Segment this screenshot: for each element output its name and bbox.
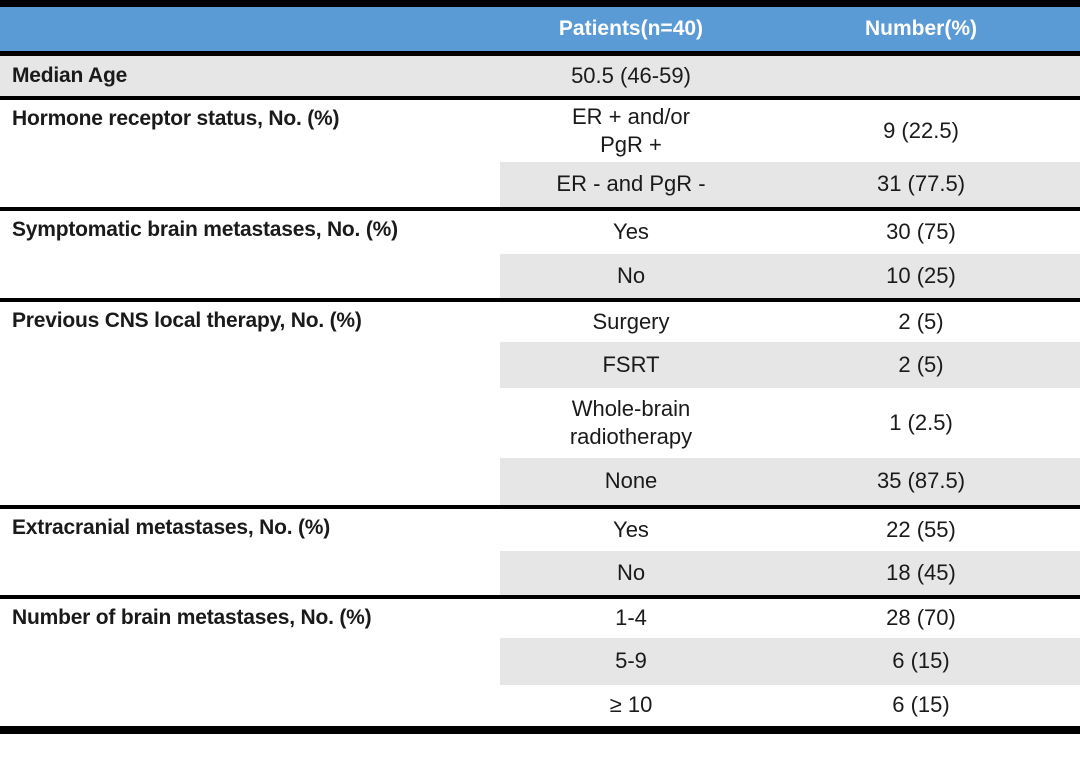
row-label-number-brain-mets: Number of brain metastases, No. (%) [0,594,500,730]
patients-cell: None [500,457,762,507]
patients-cell: 50.5 (46-59) [500,51,762,98]
number-cell [762,51,1080,98]
patients-cell: Whole-brain radiotherapy [500,387,762,458]
number-cell: 22 (55) [762,504,1080,551]
number-cell: 6 (15) [762,637,1080,685]
table-row: Whole-brain radiotherapy 1 (2.5) [0,387,1080,458]
number-cell: 2 (5) [762,297,1080,342]
patients-cell: FSRT [500,341,762,388]
patients-cell: No [500,550,762,597]
table-row: None 35 (87.5) [0,457,1080,507]
table-row: Median Age 50.5 (46-59) [0,51,1080,98]
number-cell: 35 (87.5) [762,457,1080,507]
number-cell: 10 (25) [762,253,1080,300]
table-row: Extracranial metastases, No. (%) Yes 22 … [0,504,1080,597]
number-cell: 9 (22.5) [762,95,1080,162]
header-number: Number(%) [762,3,1080,56]
number-cell: 28 (70) [762,594,1080,638]
table-row: 5-9 6 (15) [0,637,1080,685]
patients-cell: Yes [500,504,762,551]
patients-cell: ≥ 10 [500,684,762,730]
table-row: ER - and PgR - 31 (77.5) [0,161,1080,209]
row-label-previous-cns: Previous CNS local therapy, No. (%) [0,297,500,507]
table-row: ≥ 10 6 (15) [0,684,1080,730]
table-row: Hormone receptor status, No. (%) ER + an… [0,95,1080,209]
patients-cell: Surgery [500,297,762,342]
patients-cell: No [500,253,762,300]
header-patients: Patients(n=40) [500,3,762,56]
row-label-symptomatic: Symptomatic brain metastases, No. (%) [0,206,500,300]
table-row: Symptomatic brain metastases, No. (%) Ye… [0,206,1080,300]
patients-cell: Yes [500,206,762,254]
number-cell: 2 (5) [762,341,1080,388]
patient-characteristics-table: Patients(n=40) Number(%) Median Age 50.5… [0,0,1080,734]
number-cell: 1 (2.5) [762,387,1080,458]
number-cell: 31 (77.5) [762,161,1080,209]
row-label-extracranial: Extracranial metastases, No. (%) [0,504,500,597]
table-row: Previous CNS local therapy, No. (%) Surg… [0,297,1080,507]
header-empty-cell [0,3,500,56]
number-cell: 30 (75) [762,206,1080,254]
row-label-median-age: Median Age [0,51,500,98]
table-row: FSRT 2 (5) [0,341,1080,388]
patients-cell: 1-4 [500,594,762,638]
table-row: Number of brain metastases, No. (%) 1-4 … [0,594,1080,730]
table-row: No 18 (45) [0,550,1080,597]
table-row: No 10 (25) [0,253,1080,300]
patients-cell: ER + and/or PgR + [500,95,762,162]
patients-cell: 5-9 [500,637,762,685]
number-cell: 6 (15) [762,684,1080,730]
number-cell: 18 (45) [762,550,1080,597]
patients-cell: ER - and PgR - [500,161,762,209]
header-row: Patients(n=40) Number(%) [0,3,1080,56]
row-label-hormone-receptor: Hormone receptor status, No. (%) [0,95,500,209]
